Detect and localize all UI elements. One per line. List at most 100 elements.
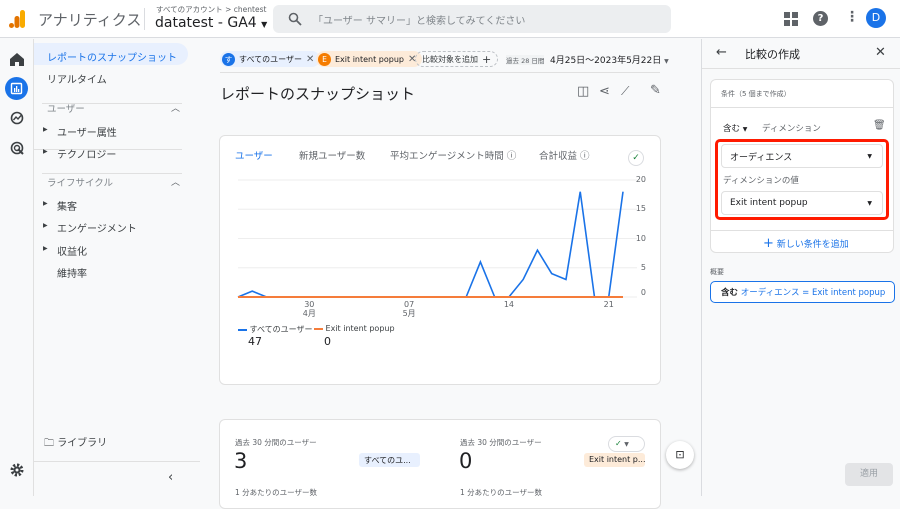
caret-down-icon: ▼ <box>624 441 629 448</box>
summary-label: 概要 <box>710 268 724 276</box>
customize-report-icon[interactable]: ◫ <box>577 84 590 99</box>
caret-right-icon: ▶ <box>43 200 48 207</box>
settings-gear-icon[interactable] <box>10 463 24 477</box>
caret-down-icon: ▼ <box>867 199 872 207</box>
sidebar-item-realtime[interactable]: リアルタイム <box>47 75 107 86</box>
plus-icon: + <box>763 236 774 251</box>
explore-icon[interactable] <box>10 111 24 125</box>
share-icon[interactable]: ⋖ <box>599 84 610 99</box>
sidebar-item-retention[interactable]: 維持率 <box>57 269 87 280</box>
help-circle-icon[interactable]: ⓘ <box>580 151 590 162</box>
summary-text: オーディエンス = Exit intent popup <box>740 288 886 298</box>
legend-exit-intent: Exit intent popup <box>314 324 395 333</box>
x-tick-label: 14 <box>503 300 515 309</box>
caret-down-icon: ▼ <box>664 58 669 65</box>
sidebar-nav <box>34 39 200 496</box>
compare-chip-exit-intent[interactable]: E Exit intent popup ✕ <box>316 51 423 67</box>
advertising-icon[interactable] <box>10 141 24 155</box>
sidebar-item-demographics[interactable]: ユーザー属性 <box>57 128 117 139</box>
dimension-select[interactable]: オーディエンス ▼ <box>721 144 883 168</box>
add-comparison-button[interactable]: 比較対象を追加 + <box>415 51 499 67</box>
chevron-up-icon[interactable]: ︿ <box>171 178 181 188</box>
add-condition-button[interactable]: + 新しい条件を追加 <box>763 236 849 251</box>
segment-label: すべてのユ... <box>359 453 420 467</box>
divider <box>34 149 182 150</box>
breadcrumb-account[interactable]: すべてのアカウント <box>156 5 223 14</box>
y-tick-label: 0 <box>640 288 646 297</box>
breadcrumb-separator: > <box>225 5 232 14</box>
value-select[interactable]: Exit intent popup ▼ <box>721 191 883 215</box>
tab-users[interactable]: ユーザー <box>235 151 273 162</box>
breadcrumb-property[interactable]: chentest <box>233 5 267 14</box>
value-selected: Exit intent popup <box>730 198 808 208</box>
include-dropdown[interactable]: 含む ▼ <box>723 122 747 134</box>
feedback-icon[interactable]: ⊡ <box>666 441 694 469</box>
legend-swatch <box>314 327 323 330</box>
section-lifecycle[interactable]: ライフサイクル <box>47 178 114 189</box>
caret-down-icon: ▼ <box>261 20 268 29</box>
top-header: アナリティクス すべてのアカウント > chentest datatest - … <box>0 0 900 38</box>
reports-icon[interactable] <box>5 77 28 100</box>
tab-new-users[interactable]: 新規ユーザー数 <box>299 151 366 162</box>
tab-avg-engagement[interactable]: 平均エンゲージメント時間 ⓘ <box>390 148 516 162</box>
date-range-label: 過去 28 日間 <box>506 55 545 65</box>
section-user[interactable]: ユーザー <box>47 104 85 115</box>
close-icon[interactable]: ✕ <box>875 45 886 60</box>
add-condition-label: 新しい条件を追加 <box>776 240 849 250</box>
apply-button[interactable]: 適用 <box>845 463 893 486</box>
breadcrumb[interactable]: すべてのアカウント > chentest <box>156 4 266 15</box>
divider <box>711 107 893 108</box>
page-title: レポートのスナップショット <box>220 85 416 103</box>
date-range-picker[interactable]: 4月25日～2023年5月22日 ▼ <box>550 53 669 66</box>
chip-badge: E <box>318 52 331 66</box>
close-icon[interactable]: ✕ <box>408 53 417 65</box>
date-range-value: 4月25日～2023年5月22日 <box>550 56 662 66</box>
compare-toggle-button[interactable]: ✓ ▼ <box>608 436 645 452</box>
check-circle-icon: ✓ <box>615 439 622 448</box>
y-tick-label: 15 <box>635 204 646 214</box>
insights-icon[interactable]: ⟋ <box>621 84 630 98</box>
check-circle-icon[interactable]: ✓ <box>628 150 644 166</box>
delete-trash-icon[interactable]: 🗑 <box>873 120 886 131</box>
close-icon[interactable]: ✕ <box>305 53 315 65</box>
sidebar-item-snapshot[interactable] <box>34 43 188 65</box>
include-label: 含む <box>723 124 741 134</box>
sidebar-item-acquisition[interactable]: 集客 <box>57 202 77 213</box>
conditions-card: 条件（5 個まで作成） 含む ▼ ディメンション 🗑 オーディエンス ▼ ディメン… <box>710 79 894 253</box>
x-tick-label: 30 4月 <box>302 300 316 318</box>
sidebar-item-snapshot-label[interactable]: レポートのスナップショット <box>47 53 177 64</box>
apps-grid-icon[interactable] <box>784 12 798 26</box>
legend-total-all-users: 47 <box>248 335 262 348</box>
left-rail <box>0 39 34 496</box>
chevron-up-icon[interactable]: ︿ <box>171 104 181 114</box>
dimension-label: ディメンション <box>762 124 821 134</box>
sidebar-item-tech[interactable]: テクノロジー <box>57 150 117 161</box>
panel-title: 比較の作成 <box>745 48 800 61</box>
sidebar-item-library[interactable]: 🗀 ライブラリ <box>44 434 107 453</box>
conditions-label: 条件（5 個まで作成） <box>721 90 791 98</box>
divider <box>220 72 660 73</box>
analytics-logo-icon <box>9 10 25 28</box>
y-tick-label: 20 <box>635 175 646 184</box>
caret-right-icon: ▶ <box>43 222 48 229</box>
search-icon <box>288 12 302 26</box>
legend-label: Exit intent popup <box>325 324 395 333</box>
more-vert-icon[interactable]: ⋮ <box>845 9 859 25</box>
collapse-chevron-left-icon[interactable]: ‹ <box>168 470 174 485</box>
compare-chip-all-users[interactable]: すすべてのユーザー ✕ <box>220 51 321 67</box>
home-icon[interactable] <box>10 53 24 66</box>
series-line-0 <box>237 191 624 298</box>
avatar[interactable]: D <box>866 8 886 28</box>
caret-right-icon: ▶ <box>43 245 48 252</box>
sidebar-item-monetization[interactable]: 収益化 <box>57 247 87 258</box>
chip-label: すべてのユーザー <box>239 54 302 64</box>
help-icon[interactable]: ? <box>813 11 828 26</box>
edit-pencil-icon[interactable]: ✎ <box>650 83 661 98</box>
sidebar-item-engagement[interactable]: エンゲージメント <box>57 224 137 235</box>
property-selector[interactable]: datatest - GA4 ▼ <box>155 15 267 31</box>
back-arrow-icon[interactable]: ← <box>716 45 727 60</box>
divider <box>711 230 893 231</box>
search-input[interactable]: 「ユーザー サマリー」と検索してみてください <box>273 5 671 33</box>
help-circle-icon[interactable]: ⓘ <box>506 151 517 162</box>
tab-total-revenue[interactable]: 合計収益 ⓘ <box>539 148 590 162</box>
